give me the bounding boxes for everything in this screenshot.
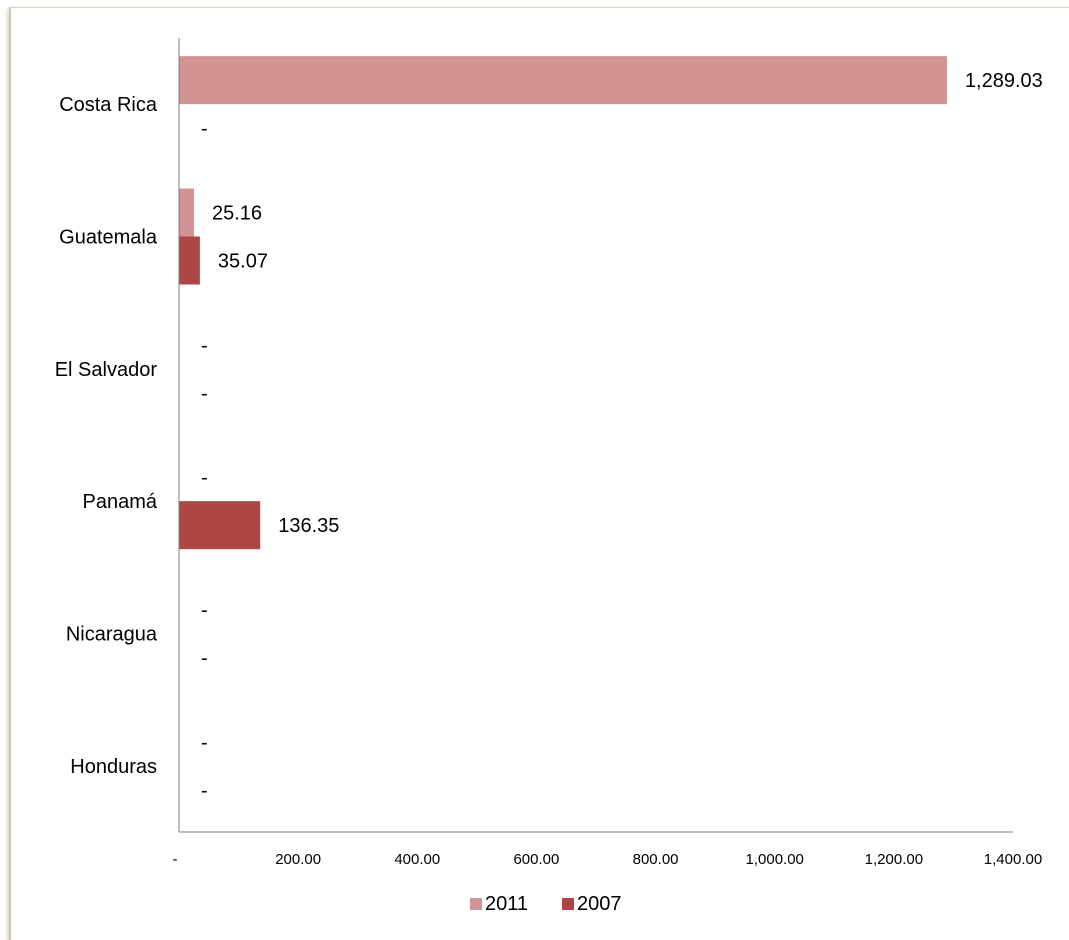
plot-area: 1,289.03 - 25.16 35.07 - - - 136.35 - - - - (179, 56, 1043, 802)
x-tick-label: 1,000.00 (746, 851, 804, 868)
bar-2011-guatemala (179, 188, 194, 237)
data-label-2011-guatemala: 25.16 (212, 203, 262, 225)
data-label-2007-costa-rica: - (201, 118, 208, 140)
category-label-nicaragua: Nicaragua (66, 624, 158, 646)
chart-frame (9, 7, 1069, 940)
data-label-2007-el-salvador: - (201, 383, 208, 405)
x-tick-label: 600.00 (513, 851, 559, 868)
legend-label-2007: 2007 (577, 893, 622, 915)
legend-label-2011: 2011 (485, 893, 528, 915)
x-axis-ticks: - 200.00 400.00 600.00 800.00 1,000.00 1,200.0… (173, 851, 1043, 868)
x-tick-label: 800.00 (633, 851, 679, 868)
category-label-el-salvador: El Salvador (55, 359, 158, 381)
category-label-panama: Panamá (83, 491, 158, 513)
data-label-2011-nicaragua: - (201, 600, 208, 622)
bar-2011-costa-rica (179, 56, 947, 105)
legend: 2011 2007 (470, 893, 622, 915)
x-tick-label: 400.00 (394, 851, 440, 868)
data-label-2007-honduras: - (201, 780, 208, 802)
data-label-2007-nicaragua: - (201, 648, 208, 670)
data-label-2011-honduras: - (201, 732, 208, 754)
x-tick-label: 1,200.00 (865, 851, 923, 868)
x-tick-label: 1,400.00 (984, 851, 1042, 868)
bar-2007-panama (179, 501, 261, 550)
x-tick-label: - (173, 851, 178, 868)
category-label-honduras: Honduras (70, 756, 157, 778)
bar-2007-guatemala (179, 236, 200, 285)
data-label-2011-el-salvador: - (201, 335, 208, 357)
data-label-2007-guatemala: 35.07 (218, 251, 268, 273)
data-label-2011-costa-rica: 1,289.03 (965, 70, 1043, 92)
category-label-costa-rica: Costa Rica (59, 94, 158, 116)
x-tick-label: 200.00 (275, 851, 321, 868)
category-label-guatemala: Guatemala (59, 227, 158, 249)
legend-swatch-2011 (470, 898, 482, 910)
data-label-2011-panama: - (201, 467, 208, 489)
legend-swatch-2007 (562, 898, 574, 910)
data-label-2007-panama: 136.35 (278, 515, 339, 537)
category-labels: Costa Rica Guatemala El Salvador Panamá Nica… (55, 94, 158, 778)
